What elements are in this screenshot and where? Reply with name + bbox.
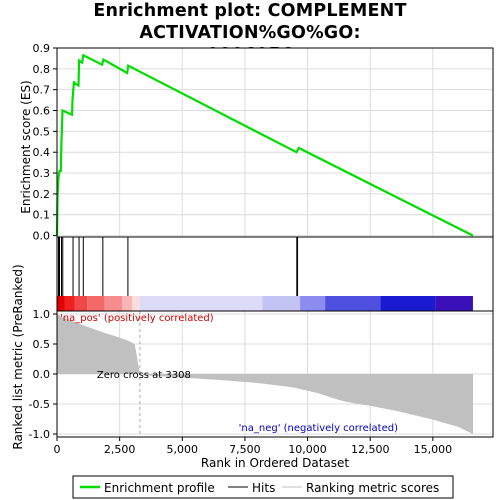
- metric-frame: [56, 310, 494, 438]
- x-tick-label: 10,000: [288, 443, 327, 456]
- metric-y-tick-label: -1.0: [29, 428, 50, 441]
- rank-color-segment: [262, 296, 301, 311]
- pos-correlated-annotation: 'na_pos' (positively correlated): [60, 313, 214, 324]
- rank-color-segment: [57, 296, 65, 311]
- hits-area: [57, 237, 493, 297]
- es-y-tick-label: 0.2: [33, 188, 51, 201]
- legend-label: Enrichment profile: [104, 481, 215, 495]
- es-y-tick-label: 0.7: [33, 84, 51, 97]
- es-y-tick-label: 0.0: [33, 230, 51, 243]
- rank-color-segment: [139, 296, 263, 311]
- es-y-tick-label: 0.8: [33, 63, 51, 76]
- legend-label: Hits: [252, 481, 275, 495]
- rank-color-segment: [380, 296, 436, 311]
- metric-y-axis-label: Ranked list metric (PreRanked): [11, 264, 25, 449]
- metric-y-tick-label: 1.0: [33, 308, 51, 321]
- rank-color-segment: [435, 296, 473, 311]
- es-y-tick-label: 0.1: [33, 209, 51, 222]
- metric-y-tick-label: 0.0: [33, 368, 51, 381]
- ranked-metric-panel: -1.0 -0.5 0.0 0.5 1.0 0 2,500 5,000 7,500 10,000 1…: [11, 264, 494, 470]
- es-y-tick-label: 0.4: [33, 146, 51, 159]
- metric-y-tick-label: 0.5: [33, 338, 51, 351]
- es-plot-area: [57, 48, 493, 246]
- rank-color-segment: [132, 296, 140, 311]
- rank-color-segment: [104, 296, 123, 311]
- es-y-tick-label: 0.6: [33, 105, 51, 118]
- x-tick-label: 5,000: [167, 443, 199, 456]
- es-y-tick-label: 0.9: [33, 42, 51, 55]
- rank-color-segment: [300, 296, 326, 311]
- legend-box: [72, 475, 454, 499]
- rank-color-segment: [87, 296, 105, 311]
- x-tick-label: 15,000: [414, 443, 453, 456]
- title-line-1: Enrichment plot: COMPLEMENT ACTIVATION%G…: [93, 1, 407, 43]
- x-tick-label: 0: [54, 443, 61, 456]
- legend: Enrichment profile Hits Ranking metric sco…: [72, 475, 454, 499]
- rank-color-segment: [325, 296, 381, 311]
- x-tick-label: 2,500: [104, 443, 136, 456]
- es-panel: 0.0 0.1 0.2 0.3 0.4 0.5 0.6 0.7 0.8 0.9 Enrichment…: [19, 42, 494, 247]
- zero-cross-annotation: Zero cross at 3308: [97, 370, 191, 381]
- rank-color-segment: [122, 296, 133, 311]
- metric-y-tick-label: -0.5: [29, 398, 50, 411]
- hits-panel: [56, 236, 494, 312]
- x-tick-label: 12,500: [351, 443, 390, 456]
- rank-color-segment: [74, 296, 88, 311]
- x-axis-label: Rank in Ordered Dataset: [201, 456, 349, 470]
- es-y-tick-label: 0.5: [33, 125, 51, 138]
- enrichment-profile-line: [55, 53, 474, 237]
- neg-correlated-annotation: 'na_neg' (negatively correlated): [239, 423, 398, 434]
- es-y-tick-label: 0.3: [33, 167, 51, 180]
- es-y-axis-label: Enrichment score (ES): [19, 80, 33, 213]
- ranking-metric-area: [57, 314, 473, 434]
- rank-color-segment: [64, 296, 75, 311]
- legend-label: Ranking metric scores: [306, 481, 439, 495]
- x-tick-label: 7,500: [229, 443, 261, 456]
